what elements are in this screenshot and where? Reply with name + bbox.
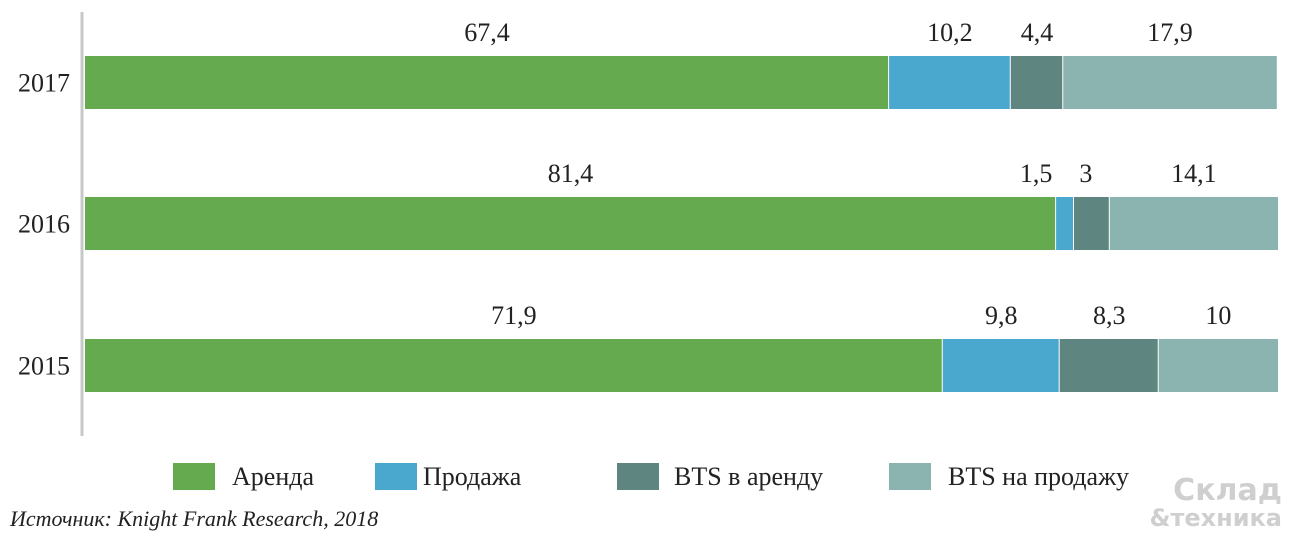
data-label: 71,9 (491, 301, 537, 330)
legend-swatch (173, 463, 215, 490)
bar-segment (942, 339, 1060, 392)
data-label: 3 (1079, 159, 1092, 188)
watermark-logo: Склад &техника (1092, 476, 1282, 532)
data-label: 1,5 (1020, 159, 1053, 188)
bar-segment (1109, 197, 1278, 250)
y-tick-label: 2017 (18, 69, 70, 98)
bar-segment (1073, 197, 1110, 250)
legend-swatch (889, 463, 931, 490)
legend: Аренда Продажа BTS в аренду BTS на продажу (173, 462, 1129, 491)
data-label: 67,4 (464, 18, 510, 47)
y-tick-label: 2015 (18, 352, 70, 381)
legend-label: Аренда (232, 462, 314, 491)
bar-segment (1059, 339, 1159, 392)
data-label: 81,4 (548, 159, 594, 188)
legend-label: BTS в аренду (674, 462, 823, 491)
bar-segment (1158, 339, 1278, 392)
bar-segment (85, 339, 943, 392)
bar-segment (1056, 197, 1074, 250)
bar-segment (1010, 56, 1064, 109)
legend-swatch (617, 463, 659, 490)
data-label: 10 (1205, 301, 1231, 330)
data-label: 14,1 (1171, 159, 1217, 188)
data-label: 17,9 (1147, 18, 1193, 47)
legend-label: BTS на продажу (948, 462, 1129, 491)
data-label: 10,2 (927, 18, 973, 47)
source-note: Источник: Knight Frank Research, 2018 (10, 506, 379, 531)
data-label: 8,3 (1093, 301, 1126, 330)
y-tick-label: 2016 (18, 210, 70, 239)
data-label: 4,4 (1021, 18, 1054, 47)
bar-segment (889, 56, 1011, 109)
watermark-line-2: &техника (1149, 504, 1282, 532)
bar-segment (1063, 56, 1277, 109)
legend-swatch (375, 463, 417, 490)
watermark-line-1: Склад (1173, 473, 1282, 508)
bars-group: 2017 67,4 10,2 4,4 17,9 2016 81,4 1,5 3 14,1 2015 7… (18, 18, 1278, 392)
data-label: 9,8 (985, 301, 1018, 330)
bar-segment (85, 197, 1057, 250)
bar-segment (85, 56, 890, 109)
legend-label: Продажа (423, 462, 522, 491)
